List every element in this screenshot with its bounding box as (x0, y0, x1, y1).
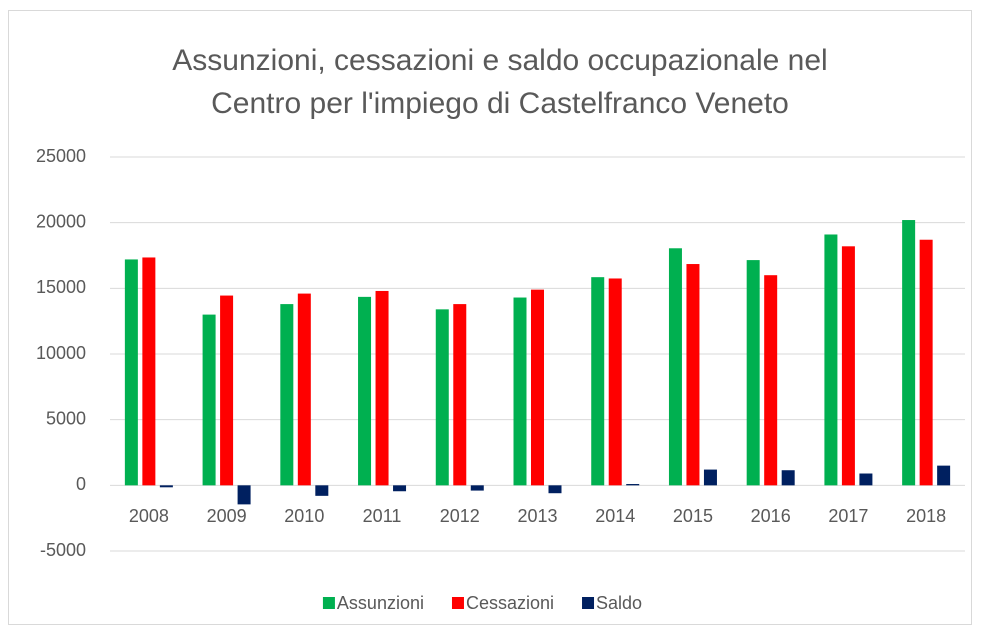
chart-title: Centro per l'impiego di Castelfranco Ven… (211, 87, 789, 120)
bar (393, 485, 407, 492)
bar (220, 295, 234, 486)
x-tick-label: 2014 (595, 506, 635, 526)
bar (435, 309, 449, 486)
bar (124, 259, 138, 486)
y-tick-label: 10000 (36, 343, 86, 363)
bar (315, 485, 329, 496)
bar (453, 304, 467, 486)
x-tick-label: 2013 (517, 506, 557, 526)
chart-frame (8, 10, 972, 625)
y-tick-label: 25000 (36, 146, 86, 166)
bar (902, 220, 916, 486)
y-tick-label: 0 (76, 474, 86, 494)
bar (159, 485, 173, 488)
chart-title: Assunzioni, cessazioni e saldo occupazio… (172, 44, 827, 77)
legend-label: Saldo (596, 593, 642, 613)
bar (591, 277, 605, 486)
bar (297, 293, 311, 486)
x-tick-label: 2018 (906, 506, 946, 526)
y-tick-label: 15000 (36, 277, 86, 297)
y-tick-label: 20000 (36, 211, 86, 231)
y-tick-label: 5000 (46, 408, 86, 428)
x-tick-label: 2009 (207, 506, 247, 526)
bar (668, 248, 682, 486)
bar (859, 473, 873, 486)
x-tick-label: 2017 (828, 506, 868, 526)
bar (358, 296, 372, 486)
bar (686, 264, 700, 486)
bar (746, 260, 760, 486)
legend-label: Assunzioni (337, 593, 424, 613)
legend-swatch (451, 597, 464, 609)
bar (513, 297, 527, 486)
bar (919, 239, 933, 486)
bar (375, 290, 389, 486)
x-tick-label: 2012 (440, 506, 480, 526)
bar (237, 485, 251, 505)
bar (202, 314, 216, 486)
bar (548, 485, 562, 494)
bar (781, 470, 795, 486)
bar (703, 469, 717, 486)
bar (937, 465, 951, 486)
bar (841, 246, 855, 486)
x-tick-label: 2010 (284, 506, 324, 526)
legend-label: Cessazioni (466, 593, 554, 613)
bar (764, 275, 778, 486)
x-tick-label: 2011 (363, 506, 402, 526)
x-tick-label: 2008 (129, 506, 169, 526)
legend-swatch (582, 597, 595, 609)
x-tick-label: 2016 (751, 506, 791, 526)
bar (824, 234, 838, 486)
bar (470, 485, 484, 491)
bar (142, 257, 156, 486)
bar (626, 484, 640, 486)
x-tick-label: 2015 (673, 506, 713, 526)
legend-swatch (322, 597, 335, 609)
y-tick-label: -5000 (40, 540, 86, 560)
bar (608, 278, 622, 486)
bar (531, 289, 544, 486)
bar (280, 304, 294, 486)
